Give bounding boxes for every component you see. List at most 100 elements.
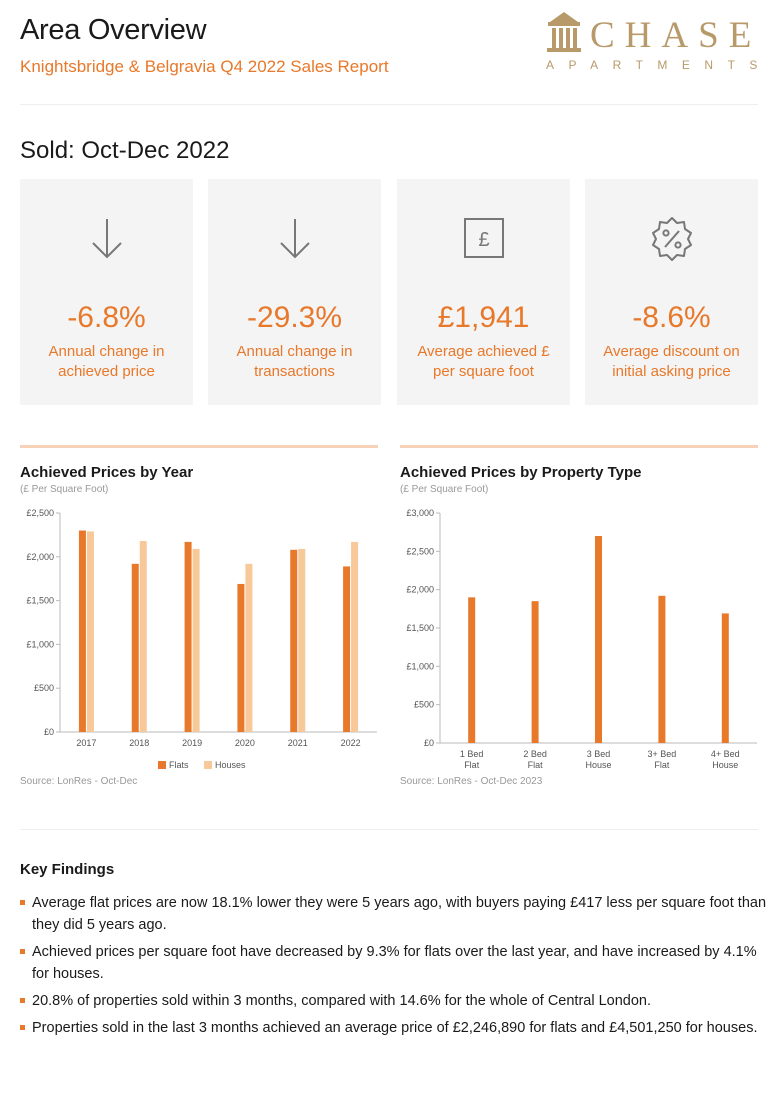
chart-title: Achieved Prices by Year (20, 464, 194, 481)
bar (290, 549, 298, 732)
finding-text: Achieved prices per square foot have dec… (32, 944, 757, 982)
stat-label: Annual change in transactions (236, 343, 353, 380)
chart-achieved-prices-by-year: £0 £500 £1,000 £1,500 £2,000 £2,500 2017 2018 20… (26, 508, 377, 770)
bullet-icon (20, 1025, 25, 1030)
list-item: Properties sold in the last 3 months ach… (20, 1017, 772, 1039)
y-tick-label: £0 (44, 727, 54, 737)
x-tick-label: 3 Bed (587, 749, 611, 759)
x-tick-label: House (712, 760, 738, 770)
stat-value: £1,941 (437, 301, 530, 334)
bar (531, 601, 539, 743)
bar (78, 530, 86, 732)
chart-subtitle: (£ Per Square Foot) (400, 484, 489, 495)
chart-achieved-prices-by-type: £0 £500 £1,000 £1,500 £2,000 £2,500 £3,000 1 Be… (406, 508, 757, 770)
chart-title: Achieved Prices by Property Type (400, 464, 642, 481)
x-tick-label: 2017 (76, 738, 96, 748)
legend-swatch (204, 761, 212, 769)
x-tick-label: 1 Bed (460, 749, 484, 759)
bar (351, 541, 359, 732)
bar (237, 583, 245, 732)
discount-badge-icon (585, 215, 758, 263)
svg-text:£: £ (478, 229, 489, 251)
x-tick-label: 2022 (341, 738, 361, 748)
x-tick-label: 2020 (235, 738, 255, 748)
y-tick-label: £1,500 (406, 623, 434, 633)
legend-label: Houses (215, 760, 246, 770)
stat-value: -29.3% (246, 301, 343, 334)
stat-card-transactions-change: -29.3% Annual change in transactions (208, 179, 381, 405)
chart-subtitle: (£ Per Square Foot) (20, 484, 109, 495)
stat-card-price-change: -6.8% Annual change in achieved price (20, 179, 193, 405)
page-title: Area Overview (20, 14, 207, 46)
chart-source: Source: LonRes - Oct-Dec (20, 776, 138, 787)
stat-value: -8.6% (632, 301, 711, 334)
bar (468, 597, 476, 743)
x-tick-label: Flat (654, 760, 670, 770)
y-tick-label: £500 (414, 700, 434, 710)
x-tick-label: Flat (464, 760, 480, 770)
chart-divider (20, 445, 378, 448)
stat-card-discount: -8.6% Average discount on initial asking… (585, 179, 758, 405)
logo-wordmark: CHASE (590, 15, 762, 56)
x-tick-label: House (585, 760, 611, 770)
y-tick-label: £1,000 (406, 661, 434, 671)
page-subtitle: Knightsbridge & Belgravia Q4 2022 Sales … (20, 57, 389, 76)
x-tick-label: 2021 (288, 738, 308, 748)
legend-label: Flats (169, 760, 189, 770)
header-divider (20, 104, 758, 105)
y-tick-label: £2,500 (26, 508, 54, 518)
x-tick-label: 2018 (129, 738, 149, 748)
chart-source: Source: LonRes - Oct-Dec 2023 (400, 776, 543, 787)
bullet-icon (20, 949, 25, 954)
bar (192, 548, 200, 732)
bar (298, 548, 306, 732)
bullet-icon (20, 900, 25, 905)
bullet-icon (20, 998, 25, 1003)
arrow-down-icon (20, 215, 193, 263)
list-item: 20.8% of properties sold within 3 months… (20, 990, 772, 1012)
x-tick-label: Flat (528, 760, 544, 770)
finding-text: Average flat prices are now 18.1% lower … (32, 895, 767, 933)
x-tick-label: 4+ Bed (711, 749, 740, 759)
bar (343, 566, 351, 732)
stat-card-price-per-sqft: £ £1,941 Average achieved £ per square f… (397, 179, 570, 405)
pound-icon: £ (397, 215, 570, 263)
finding-text: 20.8% of properties sold within 3 months… (32, 993, 652, 1009)
bar (139, 541, 147, 732)
list-item: Achieved prices per square foot have dec… (20, 941, 772, 985)
x-tick-label: 2019 (182, 738, 202, 748)
bar (184, 541, 192, 732)
y-tick-label: £500 (34, 683, 54, 693)
bar (658, 595, 666, 743)
stat-label: Annual change in achieved price (48, 343, 165, 380)
y-tick-label: £2,500 (406, 546, 434, 556)
x-tick-label: 2 Bed (523, 749, 547, 759)
key-findings-title: Key Findings (20, 861, 115, 878)
bar (245, 563, 253, 732)
y-tick-label: £3,000 (406, 508, 434, 518)
legend-swatch (158, 761, 166, 769)
stat-value: -6.8% (67, 301, 146, 334)
stat-label: Average discount on initial asking price (603, 343, 740, 380)
list-item: Average flat prices are now 18.1% lower … (20, 892, 772, 936)
bar (131, 563, 139, 732)
y-tick-label: £2,000 (406, 585, 434, 595)
arrow-down-icon (208, 215, 381, 263)
stat-label: Average achieved £ per square foot (417, 343, 550, 380)
bar (721, 613, 729, 743)
section-divider (20, 829, 758, 830)
y-tick-label: £1,000 (26, 639, 54, 649)
finding-text: Properties sold in the last 3 months ach… (32, 1020, 758, 1036)
y-tick-label: £2,000 (26, 552, 54, 562)
bar (86, 531, 94, 732)
sold-heading: Sold: Oct-Dec 2022 (20, 137, 230, 164)
x-tick-label: 3+ Bed (648, 749, 677, 759)
brand-logo: CHASE APARTMENTS (544, 10, 757, 76)
building-icon (547, 12, 581, 52)
y-tick-label: £1,500 (26, 596, 54, 606)
logo-tagline: APARTMENTS (546, 58, 772, 72)
key-findings-list: Average flat prices are now 18.1% lower … (20, 892, 772, 1044)
bar (595, 536, 602, 743)
y-tick-label: £0 (424, 738, 434, 748)
chart-divider (400, 445, 758, 448)
